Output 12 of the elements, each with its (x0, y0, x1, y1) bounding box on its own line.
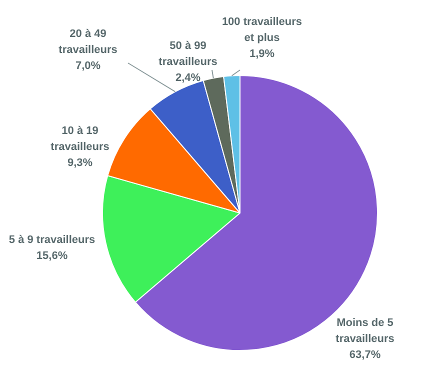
data-label: 1,9% (249, 48, 275, 60)
slice-label: Moins de 5 travailleurs (336, 317, 394, 346)
data-label: 15,6% (36, 250, 68, 262)
slice-label: 10 à 19 travailleurs (50, 125, 110, 154)
slice-label: 100 travailleurs et plus (222, 16, 302, 44)
slice-label: 5 à 9 travailleurs (8, 234, 96, 246)
data-label: 2,4% (175, 72, 201, 84)
slice-label: 50 à 99 travailleurs (158, 40, 218, 68)
data-label: 63,7% (349, 349, 381, 362)
slice-label: 20 à 49 travailleurs (58, 28, 118, 56)
data-label: 9,3% (67, 157, 93, 170)
data-label: 7,0% (75, 60, 101, 72)
